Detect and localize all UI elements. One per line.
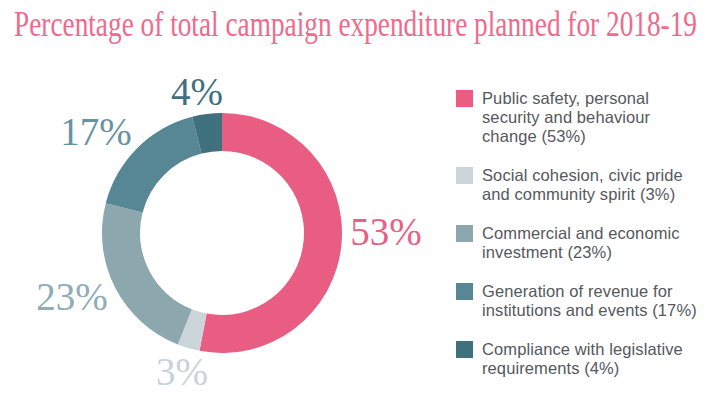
- legend-swatch: [456, 341, 473, 358]
- value-label-revenue: 17%: [60, 109, 132, 154]
- chart-legend: Public safety, personal security and beh…: [456, 89, 722, 398]
- legend-label: Commercial and economic investment (23%): [482, 224, 680, 262]
- legend-item: Compliance with legislative requirements…: [456, 340, 722, 378]
- legend-swatch: [456, 283, 473, 300]
- legend-label: Public safety, personal security and beh…: [482, 89, 650, 146]
- legend-swatch: [456, 167, 473, 184]
- legend-label: Social cohesion, civic pride and communi…: [482, 166, 683, 204]
- legend-item: Generation of revenue for institutions a…: [456, 282, 722, 320]
- legend-label: Generation of revenue for institutions a…: [482, 282, 697, 320]
- value-label-public-safety: 53%: [350, 209, 422, 254]
- legend-item: Social cohesion, civic pride and communi…: [456, 166, 722, 204]
- donut-segment-23%: [102, 203, 192, 344]
- legend-swatch: [456, 225, 473, 242]
- legend-item: Public safety, personal security and beh…: [456, 89, 722, 146]
- chart-panel: Percentage of total campaign expenditure…: [0, 0, 724, 412]
- value-label-social-cohesion: 3%: [156, 349, 208, 394]
- value-label-commercial: 23%: [36, 274, 108, 319]
- legend-item: Commercial and economic investment (23%): [456, 224, 722, 262]
- legend-label: Compliance with legislative requirements…: [482, 340, 683, 378]
- legend-swatch: [456, 90, 473, 107]
- value-label-compliance: 4%: [171, 69, 223, 114]
